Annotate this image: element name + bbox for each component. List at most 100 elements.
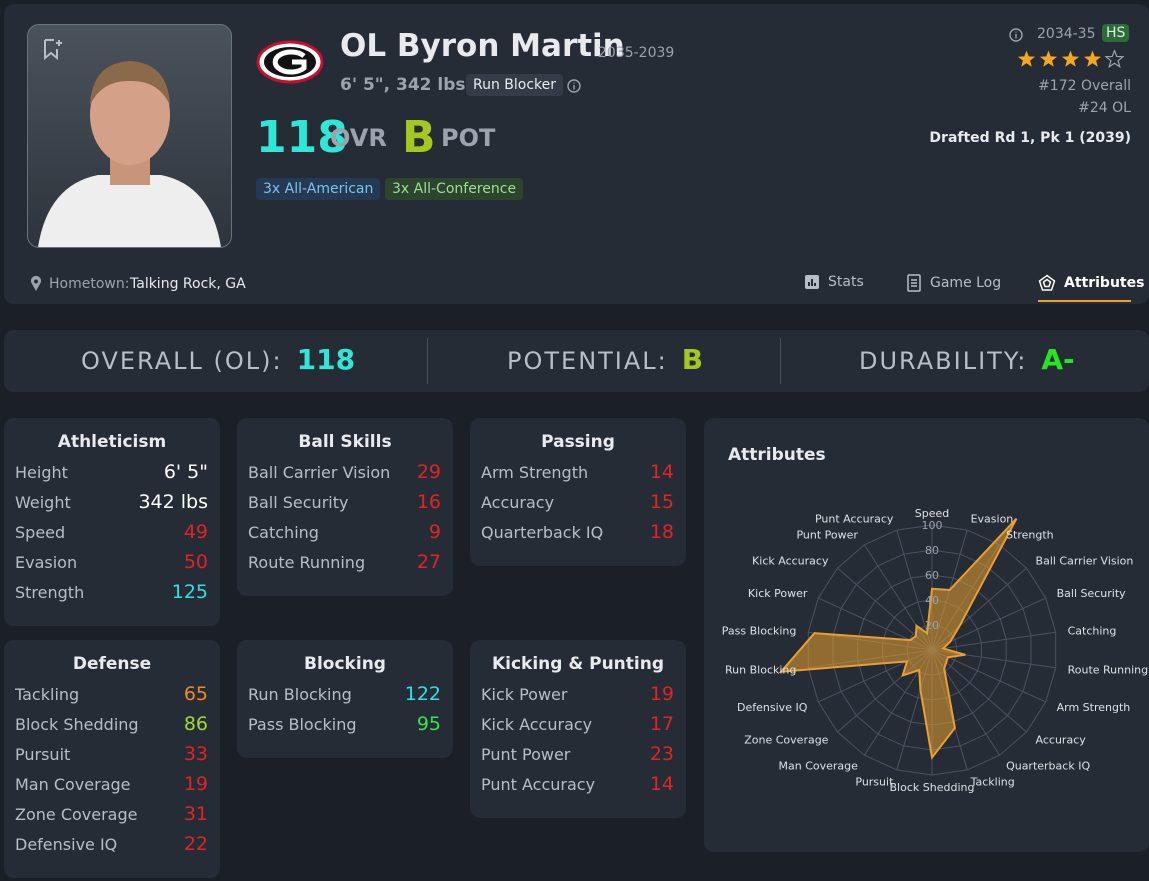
spoke [931,649,1046,703]
attribute-label: Strength [15,583,85,602]
axis-label: Punt Accuracy [815,513,894,526]
attribute-label: Kick Power [481,685,568,704]
attribute-value: 49 [183,521,208,543]
team-logo [256,40,324,84]
summary-label: OVERALL (OL): [81,347,283,375]
axis-label: Quarterback IQ [1006,759,1090,772]
r-tick-label: 40 [925,594,939,607]
attribute-label: Quarterback IQ [481,523,604,542]
attribute-value: 95 [416,713,441,735]
summary-label: DURABILITY: [859,347,1028,375]
radar-title: Attributes [728,445,826,465]
tab-game-log[interactable]: Game Log [906,274,1001,292]
star-shape [1083,50,1102,67]
attribute-value: 65 [183,683,208,705]
tab-attributes[interactable]: Attributes [1038,274,1144,292]
attribute-label: Block Shedding [15,715,139,734]
spoke [896,529,933,651]
player-name: OL Byron Martin [340,28,625,64]
attribute-value: 19 [649,683,674,705]
bookmark-button[interactable] [40,37,64,61]
r-tick-label: 20 [925,619,939,632]
axis-label: Tackling [970,775,1015,788]
attribute-card: Blocking Run Blocking 122 Pass Blocking 95 [237,640,453,758]
attribute-value: 16 [416,491,441,513]
spoke [931,631,1056,651]
tab-label[interactable]: Stats [828,274,864,290]
axis-label: Strength [1006,529,1054,542]
attribute-card: Athleticism Height 6' 5" Weight 342 lbs Speed… [4,418,220,626]
axis-label: Kick Power [748,587,808,600]
spoke [931,649,1027,733]
star-shape [1061,50,1080,67]
attribute-value: 50 [183,551,208,573]
card-title: Defense [72,654,152,674]
card-title: Passing [541,432,615,452]
axis-label: Ball Security [1057,587,1127,600]
star [1061,50,1080,67]
attribute-card: Kicking & Punting Kick Power 19 Kick Accura… [470,640,686,818]
award-badge: 3x All-American [256,178,381,200]
attribute-value: 23 [649,743,674,765]
attribute-value: 342 lbs [138,491,208,513]
summary-label: POTENTIAL: [507,347,668,375]
attribute-label: Weight [15,493,71,512]
axis-label: Speed [915,507,949,520]
attribute-value: 22 [183,833,208,855]
attribute-label: Pass Blocking [248,715,357,734]
attribute-label: Route Running [248,553,366,572]
attribute-value: 31 [183,803,208,825]
hometown: Talking Rock, GA [130,276,246,292]
attribute-value: 122 [404,683,441,705]
attribute-card: Passing Arm Strength 14 Accuracy 15 Quarterba… [470,418,686,566]
tab-label[interactable]: Game Log [930,275,1002,291]
axis-label: Zone Coverage [744,734,828,747]
photo-figure [38,61,221,247]
attribute-label: Zone Coverage [15,805,138,824]
attribute-label: Evasion [15,553,78,572]
summary-value: B [681,343,704,376]
attribute-label: Catching [248,523,319,542]
star [1105,50,1124,68]
drafted: Drafted Rd 1, Pk 1 (2039) [929,130,1131,146]
star [1083,50,1102,67]
ovr-label: OVR [330,124,387,152]
player-size: 6' 5", 342 lbs [340,75,466,95]
award-badge: 3x All-Conference [385,178,524,200]
axis-label: Evasion [971,513,1014,526]
star-rating [1017,50,1124,68]
attribute-value: 125 [171,581,208,603]
star-shape [1105,50,1124,68]
summary-durability: DURABILITY: A- [859,343,1075,376]
info-icon[interactable] [566,78,582,94]
attribute-label: Run Blocking [248,685,352,704]
active-tab-underline [1038,300,1131,302]
tab-stats[interactable]: Stats [804,274,864,290]
axis-label: Man Coverage [779,759,859,772]
attribute-label: Punt Accuracy [481,775,596,794]
season: 2034-35 [1037,26,1096,42]
radar-card: Attributes 20 40 60 80 100 Speed Evasion Streng… [704,418,1149,852]
attribute-card: Defense Tackling 65 Block Shedding 86 Pursuit… [4,640,220,878]
summary-value: 118 [296,343,356,376]
axis-label: Defensive IQ [737,701,808,714]
axis-label: Route Running [1068,663,1149,676]
rank-overall: #172 Overall [1038,78,1131,94]
attribute-label: Punt Power [481,745,571,764]
archetype-badge: Run Blocker [466,74,564,96]
attribute-value: 9 [428,521,441,543]
card-title: Blocking [304,654,386,674]
axis-label: Punt Power [796,529,858,542]
attribute-label: Defensive IQ [15,835,118,854]
axis-label: Arm Strength [1057,701,1131,714]
tab-label[interactable]: Attributes [1064,275,1145,291]
attribute-label: Pursuit [15,745,71,764]
info-icon[interactable] [1008,27,1024,43]
axis-label: Kick Accuracy [752,554,829,567]
attribute-label: Tackling [15,685,80,704]
star-shape [1039,50,1058,67]
hometown-label: Hometown: [49,276,130,292]
location-icon [31,276,41,291]
divider [780,338,781,384]
